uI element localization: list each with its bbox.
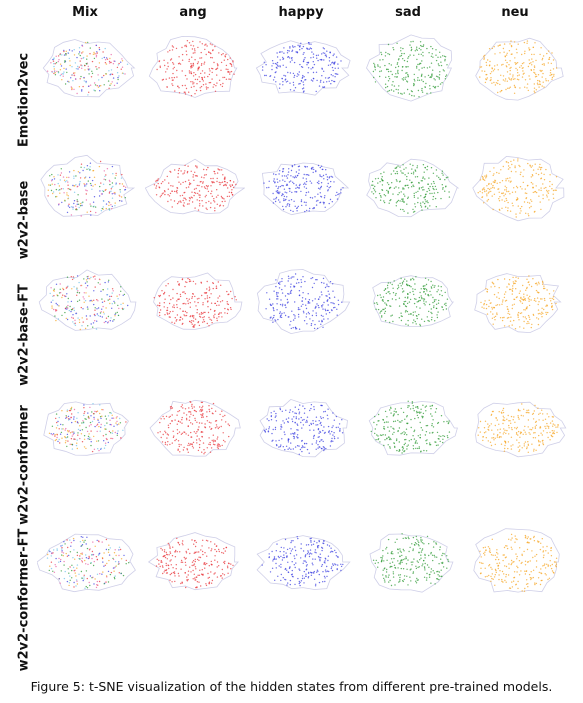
tsne-scatter	[145, 158, 245, 215]
tsne-panel	[253, 262, 353, 342]
tsne-scatter	[38, 269, 137, 331]
cluster-outline	[38, 269, 137, 331]
tsne-panel	[361, 388, 461, 468]
column-header-ang: ang	[179, 5, 207, 20]
cluster-outline	[368, 401, 458, 456]
cluster-outline	[145, 158, 245, 215]
tsne-scatter	[153, 272, 243, 330]
tsne-panel	[361, 262, 461, 342]
cluster-outline	[366, 158, 460, 218]
cluster-outline	[37, 533, 136, 593]
row-label-w2v2-base: w2v2-base	[16, 180, 32, 260]
tsne-panel	[145, 148, 245, 228]
tsne-scatter	[369, 533, 454, 593]
tsne-panel	[361, 522, 461, 602]
tsne-scatter	[40, 154, 136, 217]
tsne-scatter	[473, 528, 560, 593]
tsne-scatter	[366, 158, 460, 218]
tsne-scatter	[368, 400, 458, 456]
tsne-scatter	[256, 269, 351, 335]
tsne-scatter	[42, 39, 136, 98]
cluster-outline	[149, 399, 241, 457]
tsne-scatter	[475, 401, 567, 458]
tsne-panel	[253, 388, 353, 468]
cluster-outline	[40, 154, 136, 217]
cluster-outline	[147, 532, 239, 591]
tsne-scatter	[149, 399, 241, 457]
tsne-panel	[468, 388, 568, 468]
cluster-outline	[43, 401, 130, 456]
tsne-panel	[37, 388, 137, 468]
cluster-outline	[42, 39, 136, 98]
cluster-outline	[472, 155, 565, 222]
tsne-panel	[37, 522, 137, 602]
cluster-outline	[153, 272, 243, 330]
tsne-panel	[145, 522, 245, 602]
cluster-outline	[256, 535, 351, 590]
tsne-panel	[37, 262, 137, 342]
tsne-scatter	[474, 273, 562, 334]
row-label-w2v2-conformer-ft: w2v2-conformer-FT	[16, 528, 32, 672]
tsne-scatter	[43, 401, 130, 456]
tsne-scatter	[147, 532, 239, 591]
column-header-happy: happy	[278, 5, 324, 20]
tsne-panel	[253, 28, 353, 108]
tsne-panel	[361, 148, 461, 228]
tsne-scatter	[475, 37, 564, 101]
tsne-panel	[145, 262, 245, 342]
tsne-panel	[253, 522, 353, 602]
cluster-outline	[148, 35, 238, 98]
tsne-scatter	[259, 398, 348, 458]
tsne-panel	[361, 28, 461, 108]
cluster-outline	[255, 40, 351, 96]
cluster-outline	[473, 528, 560, 593]
column-header-neu: neu	[501, 5, 529, 20]
tsne-panel	[468, 262, 568, 342]
tsne-panel	[145, 28, 245, 108]
tsne-panel	[37, 148, 137, 228]
tsne-scatter	[37, 533, 136, 593]
tsne-panel	[253, 148, 353, 228]
cluster-outline	[369, 533, 454, 593]
tsne-scatter	[256, 535, 351, 590]
column-header-mix: Mix	[72, 5, 98, 20]
tsne-panel	[145, 388, 245, 468]
tsne-scatter	[261, 162, 350, 216]
row-label-w2v2-conformer: w2v2-conformer	[16, 405, 32, 525]
tsne-panel	[468, 28, 568, 108]
cluster-outline	[261, 162, 350, 216]
cluster-outline	[475, 401, 567, 458]
tsne-panel	[468, 148, 568, 228]
cluster-outline	[474, 273, 562, 334]
row-label-w2v2-base-ft: w2v2-base-FT	[16, 284, 32, 386]
figure-caption: Figure 5: t-SNE visualization of the hid…	[30, 679, 553, 694]
tsne-panel	[37, 28, 137, 108]
column-header-sad: sad	[395, 5, 421, 20]
tsne-scatter	[148, 35, 238, 98]
tsne-panel	[468, 522, 568, 602]
row-label-emotion2vec: Emotion2vec	[16, 52, 32, 148]
cluster-outline	[372, 275, 455, 327]
cluster-outline	[475, 37, 564, 101]
cluster-outline	[256, 269, 351, 335]
tsne-scatter	[255, 40, 351, 96]
tsne-scatter	[366, 34, 453, 102]
cluster-outline	[259, 398, 348, 458]
tsne-scatter	[472, 155, 565, 222]
tsne-scatter	[372, 275, 455, 327]
cluster-outline	[366, 34, 453, 102]
